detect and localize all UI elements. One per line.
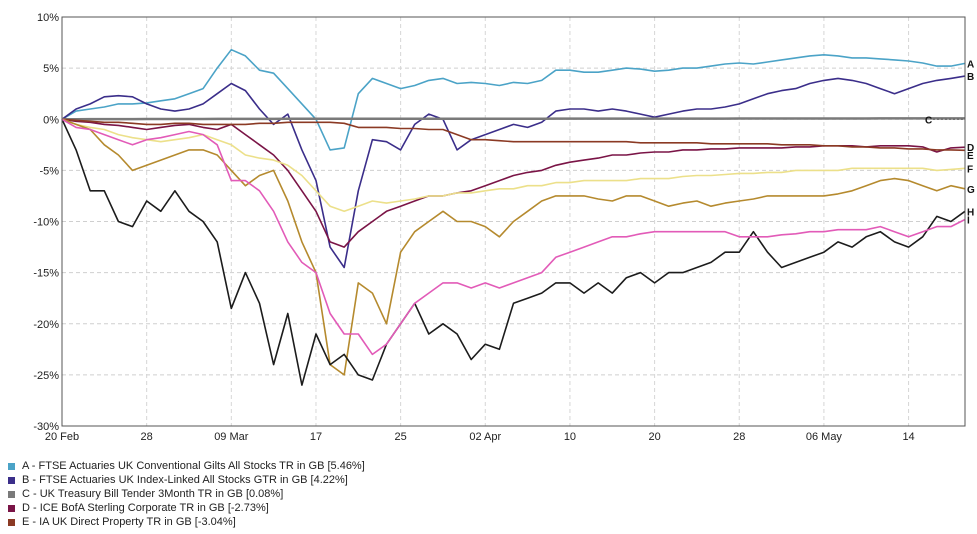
y-axis-ticks: 10% 5% 0% -5% -10% -15% -20% -25% -30% bbox=[33, 12, 59, 433]
series-line-g bbox=[61, 118, 966, 376]
y-tick-label: -30% bbox=[33, 421, 59, 433]
end-label-a: A bbox=[967, 59, 974, 70]
y-tick-label: 10% bbox=[37, 12, 59, 24]
x-tick-label: 14 bbox=[902, 431, 914, 443]
y-tick-label: -15% bbox=[33, 268, 59, 280]
legend-label: E - IA UK Direct Property TR in GB [-3.0… bbox=[22, 516, 236, 528]
end-label-i: I bbox=[967, 215, 970, 226]
y-tick-label: -20% bbox=[33, 319, 59, 331]
end-label-d: D bbox=[967, 143, 974, 154]
legend-item-b: B - FTSE Actuaries UK Index-Linked All S… bbox=[8, 473, 708, 487]
end-label-c: C bbox=[925, 115, 932, 126]
x-tick-label: 10 bbox=[564, 431, 576, 443]
series-line-h bbox=[61, 118, 966, 386]
end-label-e: E bbox=[967, 151, 974, 162]
series-line-b bbox=[61, 75, 966, 269]
legend-swatch bbox=[8, 490, 15, 498]
legend-swatch bbox=[8, 462, 15, 470]
end-label-b: B bbox=[967, 72, 974, 83]
series-line-i bbox=[61, 118, 966, 356]
x-tick-label: 28 bbox=[141, 431, 153, 443]
y-tick-label: -5% bbox=[39, 165, 59, 177]
series-line-d bbox=[61, 118, 966, 248]
legend-swatch bbox=[8, 518, 15, 526]
legend-item-c: C - UK Treasury Bill Tender 3Month TR in… bbox=[8, 487, 708, 501]
legend-label: A - FTSE Actuaries UK Conventional Gilts… bbox=[22, 460, 365, 472]
series-line-f bbox=[61, 118, 966, 213]
end-label-h: H bbox=[967, 207, 974, 218]
x-tick-label: 28 bbox=[733, 431, 745, 443]
legend-label: C - UK Treasury Bill Tender 3Month TR in… bbox=[22, 488, 284, 500]
series-lines bbox=[61, 48, 966, 386]
x-tick-label: 25 bbox=[395, 431, 407, 443]
x-tick-label: 20 bbox=[648, 431, 660, 443]
y-tick-label: -10% bbox=[33, 217, 59, 229]
legend-swatch bbox=[8, 476, 15, 484]
x-tick-label: 17 bbox=[310, 431, 322, 443]
x-tick-label: 02 Apr bbox=[469, 431, 501, 443]
y-tick-label: 5% bbox=[43, 63, 59, 75]
y-tick-label: -25% bbox=[33, 370, 59, 382]
x-axis-ticks: 20 Feb 28 09 Mar 17 25 02 Apr 10 20 28 06 May 14 bbox=[45, 431, 915, 443]
line-chart: 10% 5% 0% -5% -10% -15% -20% -25% -30% 20 Feb 28 0… bbox=[33, 12, 975, 443]
series-line-e bbox=[61, 118, 966, 152]
end-label-g: G bbox=[967, 185, 975, 196]
legend-label: B - FTSE Actuaries UK Index-Linked All S… bbox=[22, 474, 348, 486]
end-label-f: F bbox=[967, 164, 973, 175]
x-tick-label: 09 Mar bbox=[214, 431, 249, 443]
plot-frame bbox=[61, 16, 966, 427]
series-line-a bbox=[61, 48, 966, 151]
legend-swatch bbox=[8, 504, 15, 512]
y-tick-label: 0% bbox=[43, 114, 59, 126]
series-line-c bbox=[62, 117, 965, 121]
legend-label: D - ICE BofA Sterling Corporate TR in GB… bbox=[22, 502, 269, 514]
legend-item-a: A - FTSE Actuaries UK Conventional Gilts… bbox=[8, 459, 708, 473]
x-tick-label: 20 Feb bbox=[45, 431, 79, 443]
legend-item-d: D - ICE BofA Sterling Corporate TR in GB… bbox=[8, 501, 708, 515]
legend-item-e: E - IA UK Direct Property TR in GB [-3.0… bbox=[8, 515, 708, 529]
x-tick-label: 06 May bbox=[806, 431, 843, 443]
legend: A - FTSE Actuaries UK Conventional Gilts… bbox=[8, 459, 708, 529]
